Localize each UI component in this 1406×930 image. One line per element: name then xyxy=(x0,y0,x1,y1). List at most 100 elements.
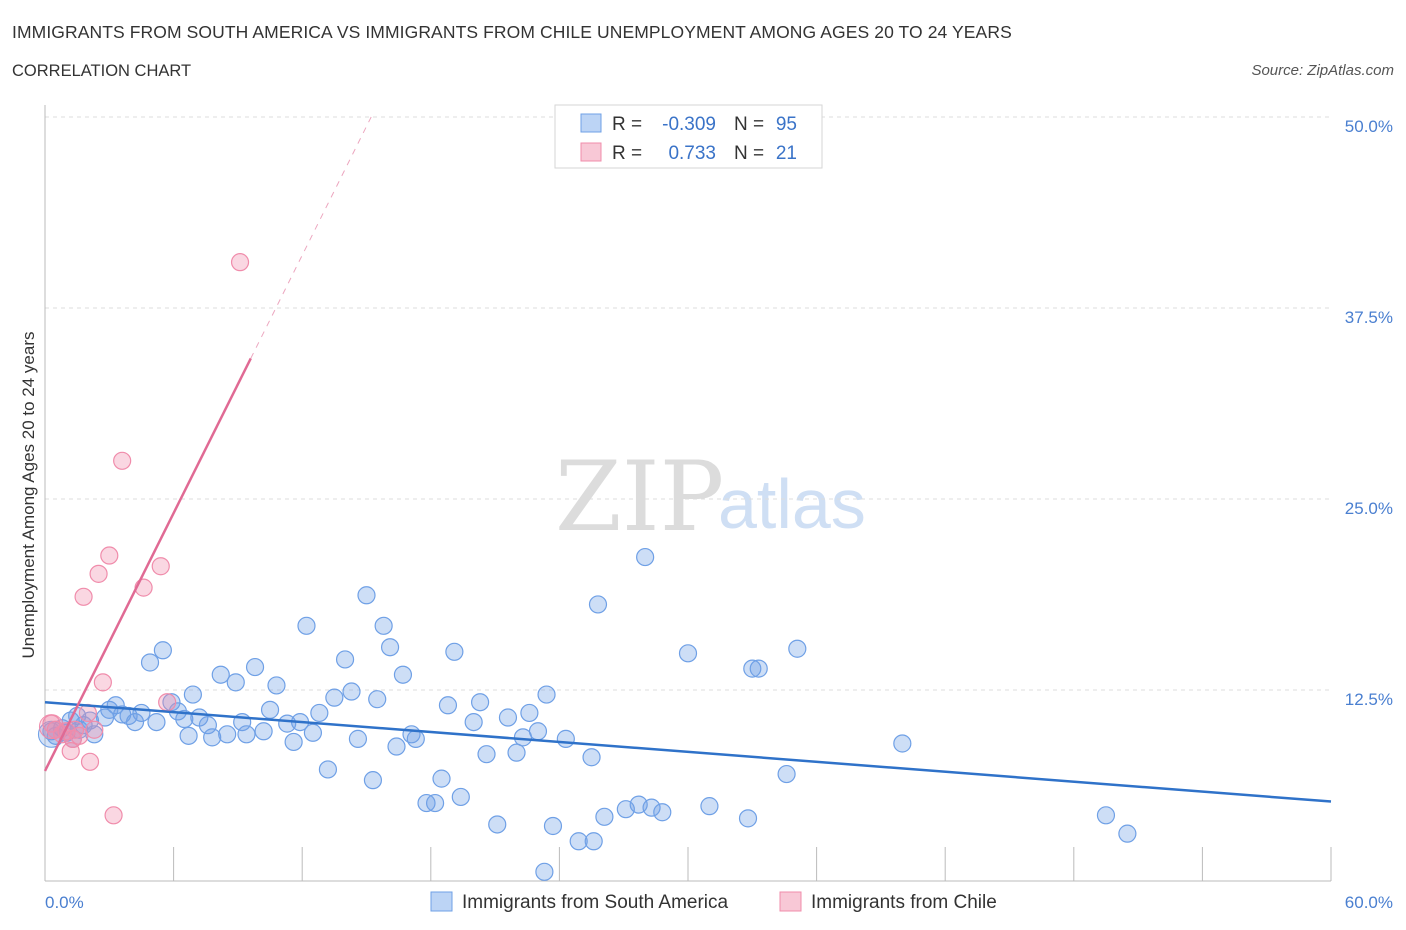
point-south-america-64 xyxy=(464,712,483,732)
y-tick-label-1: 25.0% xyxy=(1345,499,1393,518)
point-south-america-72 xyxy=(528,722,548,741)
watermark-atlas: atlas xyxy=(718,465,866,543)
point-chile-13 xyxy=(93,673,112,692)
point-south-america-69 xyxy=(507,743,526,762)
legend-label-south-america: Immigrants from South America xyxy=(462,892,729,913)
point-south-america-21 xyxy=(162,693,181,712)
point-south-america-94 xyxy=(1096,806,1116,825)
source-label: Source: ZipAtlas.com xyxy=(1251,62,1394,79)
chart-subtitle: CORRELATION CHART xyxy=(12,62,192,80)
point-south-america-30 xyxy=(218,725,237,744)
chart-title: IMMIGRANTS FROM SOUTH AMERICA VS IMMIGRA… xyxy=(12,22,1012,42)
stats-n-value-chile: 21 xyxy=(776,143,797,164)
point-south-america-51 xyxy=(368,690,387,709)
trend-line-chile xyxy=(43,357,252,772)
y-axis-label: Unemployment Among Ages 20 to 24 years xyxy=(19,332,38,659)
point-south-america-37 xyxy=(267,676,286,695)
point-south-america-88 xyxy=(743,659,762,678)
point-chile-14 xyxy=(100,546,119,565)
point-south-america-47 xyxy=(342,682,361,701)
point-south-america-57 xyxy=(406,729,425,748)
x-tick-labels: 0.0% 60.0% xyxy=(45,893,1393,912)
legend-swatch-chile xyxy=(779,891,802,912)
point-south-america-74 xyxy=(543,816,563,836)
point-south-america-55 xyxy=(393,665,413,684)
point-south-america-31 xyxy=(226,673,245,692)
point-south-america-89 xyxy=(749,659,768,678)
stats-n-label-chile: N = xyxy=(734,143,764,164)
point-chile-15 xyxy=(104,806,123,825)
point-south-america-63 xyxy=(451,787,470,807)
stats-legend: R = -0.309 N = 95 R = 0.733 N = 21 xyxy=(554,104,823,169)
point-south-america-71 xyxy=(520,703,539,723)
point-south-america-68 xyxy=(498,708,518,727)
point-south-america-53 xyxy=(380,638,400,657)
stats-r-value-south-america: -0.309 xyxy=(662,114,716,135)
point-south-america-76 xyxy=(569,832,588,851)
y-tick-label-2: 37.5% xyxy=(1345,308,1393,327)
point-south-america-24 xyxy=(179,726,198,745)
point-south-america-10 xyxy=(85,725,104,744)
legend-swatch-south-america xyxy=(430,891,453,912)
point-south-america-77 xyxy=(582,748,601,767)
point-chile-8 xyxy=(74,587,93,606)
trend-lines xyxy=(43,116,1332,803)
stats-r-label-south-america: R = xyxy=(612,114,642,135)
y-tick-label-0: 12.5% xyxy=(1345,690,1393,709)
point-south-america-52 xyxy=(374,616,393,635)
x-tick-label-max: 60.0% xyxy=(1345,893,1393,912)
point-south-america-13 xyxy=(106,696,125,715)
point-south-america-28 xyxy=(203,728,222,747)
bottom-legend: Immigrants from South America Immigrants… xyxy=(430,891,997,913)
point-south-america-41 xyxy=(297,616,316,635)
point-chile-11 xyxy=(85,720,104,739)
stats-n-value-south-america: 95 xyxy=(776,114,797,135)
point-cluster-chile xyxy=(38,714,64,740)
point-south-america-17 xyxy=(132,703,151,723)
point-chile-19 xyxy=(158,693,177,712)
point-south-america-95 xyxy=(1118,824,1137,843)
point-south-america-18 xyxy=(140,653,160,672)
point-south-america-90 xyxy=(777,764,796,784)
point-south-america-61 xyxy=(438,696,458,715)
stats-r-value-chile: 0.733 xyxy=(668,143,716,164)
point-south-america-79 xyxy=(588,595,608,614)
point-south-america-45 xyxy=(325,688,344,707)
point-south-america-83 xyxy=(642,798,661,817)
point-south-america-85 xyxy=(678,644,698,663)
stats-swatch-south-america xyxy=(580,113,602,133)
point-south-america-34 xyxy=(245,657,265,677)
point-south-america-50 xyxy=(363,771,383,790)
x-tick-label-min: 0.0% xyxy=(45,893,84,912)
point-south-america-73 xyxy=(537,685,556,704)
series-chile-points xyxy=(38,253,250,825)
watermark-zip: ZIP xyxy=(555,441,724,553)
point-chile-18 xyxy=(151,557,170,576)
grid-lines xyxy=(45,116,1331,691)
point-south-america-96 xyxy=(535,862,554,881)
point-south-america-67 xyxy=(488,815,507,834)
point-south-america-84 xyxy=(653,803,672,822)
point-south-america-20 xyxy=(153,641,172,660)
stats-r-label-chile: R = xyxy=(612,143,642,164)
point-south-america-29 xyxy=(211,665,230,684)
axes xyxy=(44,105,1332,882)
y-tick-label-3: 50.0% xyxy=(1345,117,1393,136)
point-south-america-62 xyxy=(445,642,464,661)
legend-label-chile: Immigrants from Chile xyxy=(811,892,997,913)
point-south-america-66 xyxy=(477,745,496,764)
point-chile-16 xyxy=(113,451,132,470)
point-south-america-19 xyxy=(147,712,166,732)
point-south-america-49 xyxy=(357,586,376,605)
y-tick-labels: 12.5% 25.0% 37.5% 50.0% xyxy=(1345,117,1393,709)
point-south-america-80 xyxy=(595,807,614,826)
point-chile-12 xyxy=(89,564,108,583)
point-south-america-42 xyxy=(303,723,323,742)
point-south-america-91 xyxy=(788,639,807,658)
trend-line-chile-extension xyxy=(250,116,372,359)
point-south-america-23 xyxy=(175,709,194,729)
point-south-america-86 xyxy=(700,797,719,816)
stats-swatch-chile xyxy=(580,142,602,162)
point-south-america-60 xyxy=(432,769,451,788)
point-south-america-54 xyxy=(387,737,406,756)
